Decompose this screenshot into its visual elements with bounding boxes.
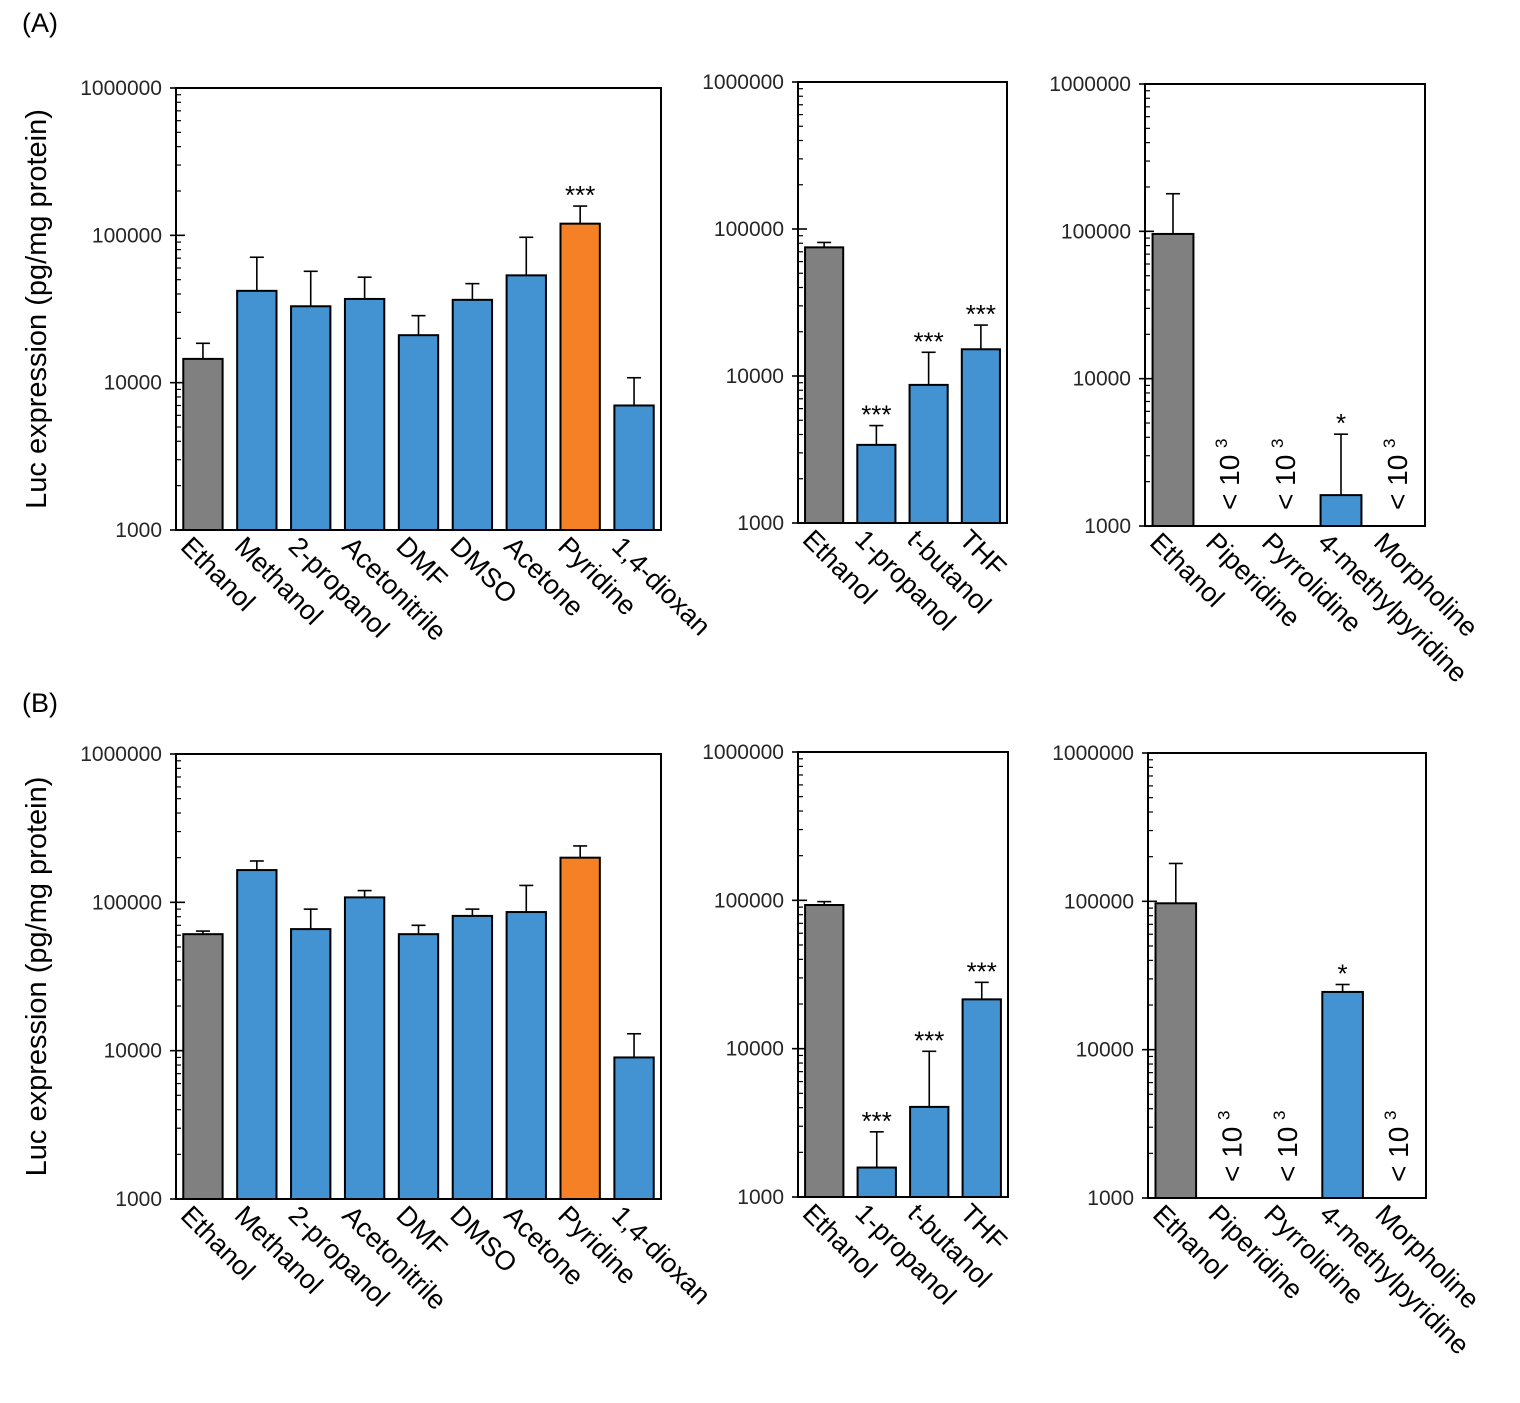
chart-panel-1: 1000100001000001000000Ethanol***1-propan…	[702, 71, 1012, 637]
below-detection-exponent: 3	[1380, 439, 1399, 448]
significance-marker: *	[1338, 958, 1348, 988]
y-tick-label: 1000000	[80, 77, 162, 100]
bar-4-methylpyridine	[1319, 494, 1363, 528]
bar-1-propanol	[856, 1166, 897, 1199]
bar-1-4-dioxan	[613, 1056, 655, 1200]
bar-dmso	[451, 914, 494, 1201]
bar-ethanol	[804, 246, 845, 524]
bar-1-propanol	[856, 443, 897, 524]
bar-dmf	[397, 933, 440, 1200]
bar-acetone	[505, 274, 547, 531]
panel-label: (B)	[22, 688, 58, 718]
below-detection-label: < 10 3	[1381, 1111, 1414, 1182]
below-detection-text: < 10	[1383, 1127, 1414, 1182]
y-axis-label: Luc expression (pg/mg protein)	[21, 777, 53, 1177]
chart-panel-4: 1000100001000001000000Ethanol***1-propan…	[702, 741, 1012, 1311]
bar-ethanol	[182, 357, 224, 531]
significance-marker: ***	[862, 1106, 892, 1136]
plot-frame	[1144, 83, 1426, 527]
bar-ethanol	[182, 933, 224, 1200]
below-detection-label: < 10 3	[1212, 439, 1245, 510]
bar-methanol	[236, 869, 278, 1201]
bar-acetone	[505, 911, 547, 1200]
plot-frame	[1147, 752, 1427, 1199]
y-axis-label: Luc expression (pg/mg protein)	[21, 109, 53, 509]
significance-marker: ***	[966, 299, 996, 329]
significance-marker: ***	[914, 1025, 944, 1055]
y-tick-label: 1000	[115, 519, 162, 542]
plot-frame	[175, 753, 662, 1200]
significance-marker: ***	[565, 180, 595, 210]
y-tick-label: 1000000	[702, 71, 784, 94]
bar-ethanol	[1151, 232, 1195, 527]
bar-1-4-dioxan	[613, 404, 655, 531]
bar-dmso	[451, 298, 494, 531]
significance-marker: ***	[913, 326, 943, 356]
below-detection-text: < 10	[1272, 1127, 1303, 1182]
y-tick-label: 1000000	[1049, 73, 1131, 96]
below-detection-text: < 10	[1270, 455, 1301, 510]
bar-thf	[961, 998, 1002, 1199]
bar-2-propanol	[290, 305, 332, 531]
significance-marker: *	[1336, 408, 1346, 438]
bar-pyridine	[559, 856, 601, 1200]
y-tick-label: 100000	[714, 889, 784, 912]
y-tick-label: 10000	[726, 365, 784, 388]
bar-thf	[960, 348, 1001, 524]
chart-panel-3: (B) Luc expression (pg/mg protein) 1000 100…	[21, 688, 716, 1316]
below-detection-text: < 10	[1214, 455, 1245, 510]
plot-frame	[797, 81, 1008, 524]
bar-t-butanol	[909, 1105, 950, 1198]
below-detection-text: < 10	[1216, 1127, 1247, 1182]
y-tick-label: 1000000	[80, 743, 162, 766]
y-tick-label: 1000	[115, 1188, 162, 1211]
bar-acetonitrile	[343, 896, 386, 1200]
bar-pyridine	[559, 222, 601, 531]
y-tick-label: 1000	[1084, 515, 1131, 538]
y-tick-label: 1000	[1087, 1187, 1134, 1210]
plot-frame	[175, 87, 662, 531]
below-detection-exponent: 3	[1214, 1111, 1233, 1120]
below-detection-label: < 10 3	[1270, 1111, 1303, 1182]
significance-marker: ***	[967, 956, 997, 986]
below-detection-text: < 10	[1382, 455, 1413, 510]
y-tick-label: 10000	[1073, 368, 1131, 391]
bar-methanol	[236, 289, 278, 531]
y-tick-label: 10000	[726, 1038, 784, 1061]
chart-panel-0: (A) Luc expression (pg/mg protein) 1000 100…	[21, 8, 716, 647]
y-tick-label: 10000	[104, 1040, 162, 1063]
below-detection-exponent: 3	[1381, 1111, 1400, 1120]
panel-label: (A)	[22, 8, 58, 38]
y-tick-label: 1000	[737, 1186, 784, 1209]
below-detection-label: < 10 3	[1380, 439, 1413, 510]
y-tick-label: 10000	[104, 372, 162, 395]
below-detection-exponent: 3	[1212, 439, 1231, 448]
y-tick-label: 100000	[92, 224, 162, 247]
y-tick-label: 100000	[1064, 890, 1134, 913]
bar-acetonitrile	[343, 297, 386, 531]
below-detection-label: < 10 3	[1214, 1111, 1247, 1182]
significance-marker: ***	[861, 400, 891, 430]
below-detection-exponent: 3	[1268, 439, 1287, 448]
y-tick-label: 1000	[737, 512, 784, 535]
bar-ethanol	[804, 904, 845, 1198]
bar-2-propanol	[290, 928, 332, 1201]
y-tick-label: 100000	[92, 891, 162, 914]
y-tick-label: 10000	[1076, 1039, 1134, 1062]
y-tick-label: 100000	[1061, 220, 1131, 243]
bar-t-butanol	[908, 383, 949, 524]
below-detection-label: < 10 3	[1268, 439, 1301, 510]
plot-frame	[797, 751, 1009, 1198]
y-tick-label: 1000000	[702, 741, 784, 764]
below-detection-exponent: 3	[1270, 1111, 1289, 1120]
y-tick-label: 1000000	[1052, 742, 1134, 765]
bar-dmf	[397, 334, 440, 531]
bar-4-methylpyridine	[1321, 990, 1364, 1199]
bar-ethanol	[1154, 902, 1198, 1199]
y-tick-label: 100000	[714, 218, 784, 241]
